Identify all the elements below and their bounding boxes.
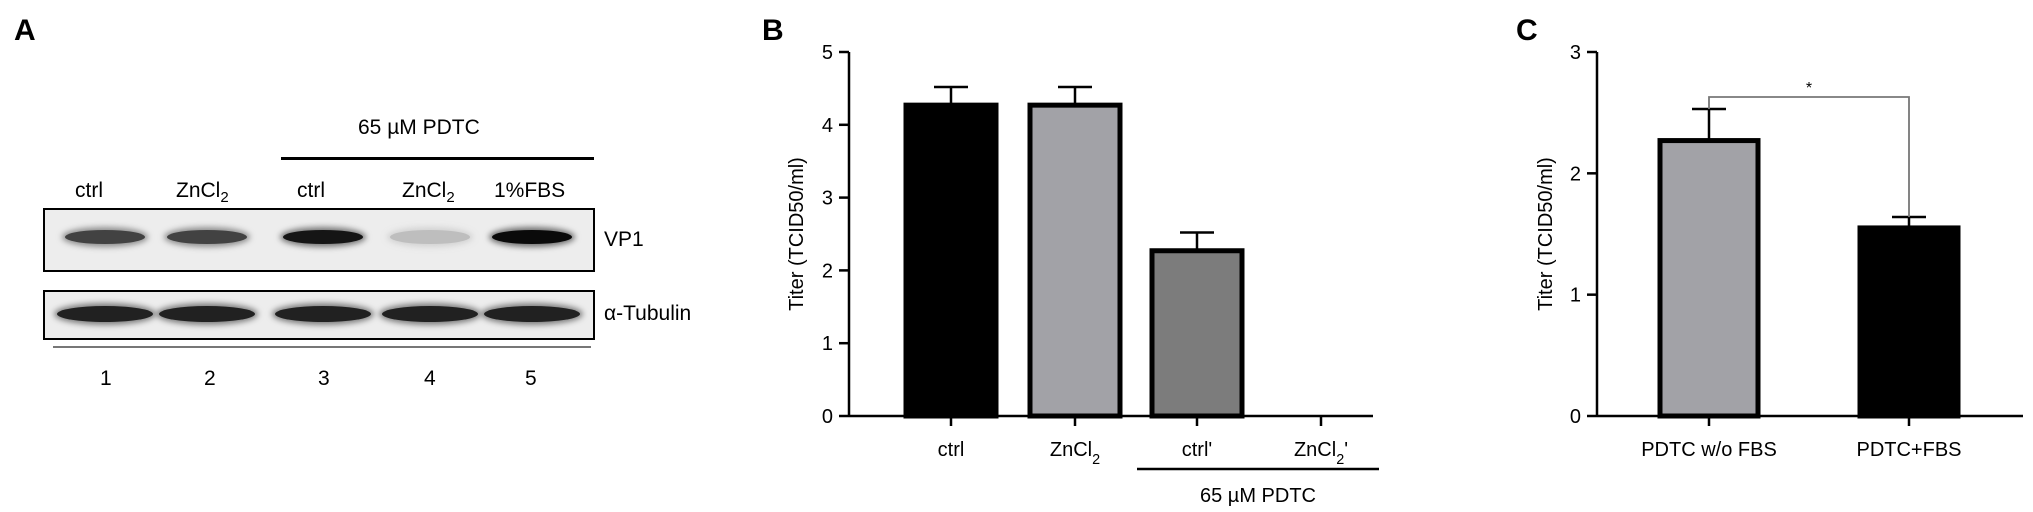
- blot-band: [382, 306, 478, 322]
- treatment-header: 65 µM PDTC: [358, 116, 480, 139]
- blot-band: [65, 230, 145, 244]
- blot-band: [283, 230, 363, 244]
- y-tick-label: 1: [822, 333, 833, 355]
- blot-band: [275, 306, 371, 322]
- lane-label: ctrl: [297, 179, 325, 202]
- y-axis-label: Titer (TCID50/ml): [1535, 157, 1557, 311]
- significance-bracket: [1708, 96, 1910, 218]
- bar: [1027, 102, 1123, 419]
- lane-number: 3: [318, 367, 330, 390]
- y-tick-label: 4: [822, 115, 833, 137]
- blot-band: [390, 230, 470, 244]
- x-tick-label: ctrl': [1182, 439, 1212, 461]
- y-tick-label: 2: [822, 260, 833, 282]
- lane-label: ctrl: [75, 179, 103, 202]
- blot-band: [484, 306, 580, 322]
- lane-label: 1%FBS: [494, 179, 566, 202]
- x-tick-label: ctrl: [938, 439, 965, 461]
- bar: [903, 102, 999, 419]
- panel-letter-b: B: [762, 14, 784, 47]
- y-tick-label: 3: [1570, 42, 1581, 64]
- bar: [1657, 138, 1761, 419]
- blot-band: [57, 306, 153, 322]
- y-tick-label: 5: [822, 42, 833, 64]
- x-tick-label: ZnCl2': [1294, 439, 1348, 468]
- lane-label: ZnCl2: [176, 179, 229, 207]
- blot-row-vp1: [43, 208, 595, 272]
- x-tick-label: PDTC+FBS: [1856, 439, 1961, 461]
- lane-number: 4: [424, 367, 436, 390]
- panel-letter-c: C: [1516, 14, 1538, 47]
- lane-number: 1: [100, 367, 112, 390]
- lane-number: 5: [525, 367, 537, 390]
- y-tick-label: 3: [822, 188, 833, 210]
- y-tick-label: 2: [1570, 163, 1581, 185]
- x-tick-label: ZnCl2: [1050, 439, 1100, 468]
- lane-number: 2: [204, 367, 216, 390]
- lane-number-divider: [53, 346, 591, 348]
- row-label: VP1: [604, 228, 644, 251]
- x-tick-label: PDTC w/o FBS: [1641, 439, 1777, 461]
- bar: [1857, 225, 1961, 419]
- panel-letter-a: A: [14, 14, 36, 47]
- y-axis-label: Titer (TCID50/ml): [786, 157, 808, 311]
- significance-label: *: [1806, 80, 1812, 97]
- lane-label: ZnCl2: [402, 179, 455, 207]
- blot-band: [167, 230, 247, 244]
- y-tick-label: 0: [822, 406, 833, 428]
- treatment-bracket-line: [281, 157, 594, 160]
- blot-band: [492, 230, 572, 244]
- y-tick-label: 1: [1570, 285, 1581, 307]
- blot-row-tubulin: [43, 290, 595, 340]
- row-label: α-Tubulin: [604, 302, 692, 325]
- y-tick-label: 0: [1570, 406, 1581, 428]
- blot-band: [159, 306, 255, 322]
- group-label: 65 µM PDTC: [1200, 485, 1316, 507]
